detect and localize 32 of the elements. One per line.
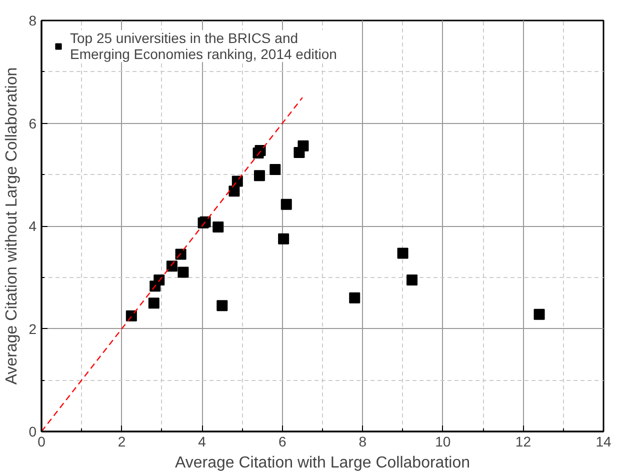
point xyxy=(349,292,360,304)
legend-label: Top 25 universities in the BRICS and Emerging Economies ranking, 2014 edition xyxy=(70,30,337,62)
x-tick-label: 12 xyxy=(515,434,532,450)
y-tick-label: 6 xyxy=(28,115,37,132)
point xyxy=(166,260,178,272)
point xyxy=(154,274,165,286)
point xyxy=(298,140,309,152)
point xyxy=(216,300,228,312)
y-tick-label: 8 xyxy=(28,12,37,28)
point xyxy=(175,248,186,260)
y-axis-title: Average Citation without Large Collaboration xyxy=(4,67,21,385)
point xyxy=(406,274,418,286)
point xyxy=(270,164,281,175)
point xyxy=(397,248,408,259)
x-tick-label: 8 xyxy=(358,434,367,450)
point xyxy=(278,233,290,244)
y-tick-label: 0 xyxy=(28,424,37,440)
point xyxy=(254,170,265,182)
point xyxy=(280,198,292,210)
point xyxy=(534,308,545,320)
point xyxy=(126,310,137,322)
x-tick-label: 4 xyxy=(198,434,206,450)
point xyxy=(148,298,160,309)
y-tick-label: 4 xyxy=(28,218,37,234)
point xyxy=(178,266,189,278)
x-axis-title: Average Citation with Large Collaboration xyxy=(175,454,470,472)
y-tick-label: 2 xyxy=(28,320,37,337)
x-tick-label: 2 xyxy=(118,434,126,450)
x-tick-label: 10 xyxy=(435,434,451,450)
x-tick-label: 6 xyxy=(278,434,286,450)
point xyxy=(212,222,224,233)
x-tick-label: 14 xyxy=(596,434,612,450)
